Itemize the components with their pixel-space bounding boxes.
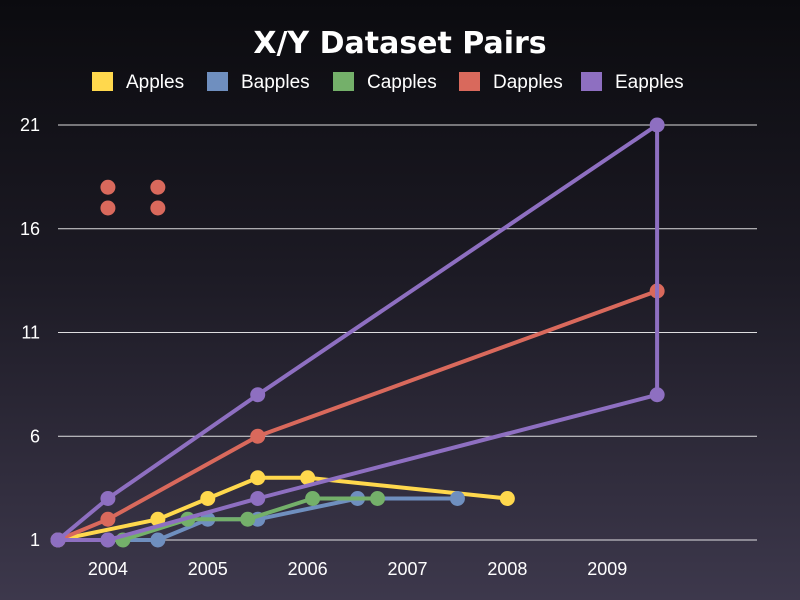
y-tick-label: 21	[20, 115, 40, 135]
series-line	[56, 123, 660, 542]
legend-swatch	[581, 72, 602, 91]
legend-swatch	[459, 72, 480, 91]
series-line	[56, 475, 510, 542]
legend-item-capples[interactable]: Capples	[333, 72, 437, 93]
x-tick-label: 2007	[387, 559, 427, 579]
legend-swatch	[207, 72, 228, 91]
data-point[interactable]	[240, 511, 256, 527]
data-point[interactable]	[649, 387, 665, 403]
x-tick-label: 2005	[188, 559, 228, 579]
data-point[interactable]	[150, 532, 166, 548]
grid	[58, 124, 757, 541]
data-point[interactable]	[449, 491, 465, 506]
data-point[interactable]	[250, 491, 266, 506]
data-point[interactable]	[100, 511, 116, 527]
legend-item-apples[interactable]: Apples	[92, 72, 184, 93]
data-point[interactable]	[100, 532, 116, 548]
plot-area	[50, 117, 665, 548]
legend: Apples Bapples Capples Dapples Eapples	[92, 72, 684, 93]
legend-label: Capples	[367, 72, 437, 93]
x-axis: 2004 2005 2006 2007 2008 2009	[88, 559, 627, 579]
legend-label: Bapples	[241, 72, 310, 93]
legend-item-dapples[interactable]: Dapples	[459, 72, 563, 93]
data-point[interactable]	[150, 511, 166, 527]
data-point[interactable]	[499, 491, 515, 506]
data-point[interactable]	[250, 387, 266, 403]
data-point[interactable]	[250, 470, 266, 486]
data-point[interactable]	[50, 532, 66, 548]
x-tick-label: 2009	[587, 559, 627, 579]
legend-swatch	[333, 72, 354, 91]
legend-swatch	[92, 72, 113, 91]
x-tick-label: 2008	[487, 559, 527, 579]
x-tick-label: 2004	[88, 559, 128, 579]
chart-title: X/Y Dataset Pairs	[253, 26, 546, 61]
series-apples	[50, 470, 515, 548]
data-point[interactable]	[250, 428, 266, 444]
data-point[interactable]	[200, 491, 216, 506]
x-tick-label: 2006	[288, 559, 328, 579]
data-point[interactable]	[649, 117, 665, 133]
y-tick-label: 1	[30, 530, 40, 550]
data-point[interactable]	[300, 470, 316, 486]
y-tick-label: 11	[21, 323, 40, 343]
legend-item-bapples[interactable]: Bapples	[207, 72, 310, 93]
legend-label: Apples	[126, 72, 184, 93]
data-point[interactable]	[150, 200, 166, 216]
y-tick-label: 16	[20, 219, 40, 239]
legend-label: Dapples	[493, 72, 563, 93]
y-tick-label: 6	[30, 426, 40, 446]
data-point[interactable]	[100, 179, 116, 195]
legend-item-eapples[interactable]: Eapples	[581, 72, 684, 93]
data-point[interactable]	[150, 179, 166, 195]
data-point[interactable]	[305, 491, 321, 506]
data-point[interactable]	[370, 491, 386, 506]
data-point[interactable]	[100, 491, 116, 506]
series-line	[56, 289, 660, 542]
series-eapples	[50, 117, 665, 548]
data-point[interactable]	[100, 200, 116, 216]
legend-label: Eapples	[615, 72, 684, 93]
